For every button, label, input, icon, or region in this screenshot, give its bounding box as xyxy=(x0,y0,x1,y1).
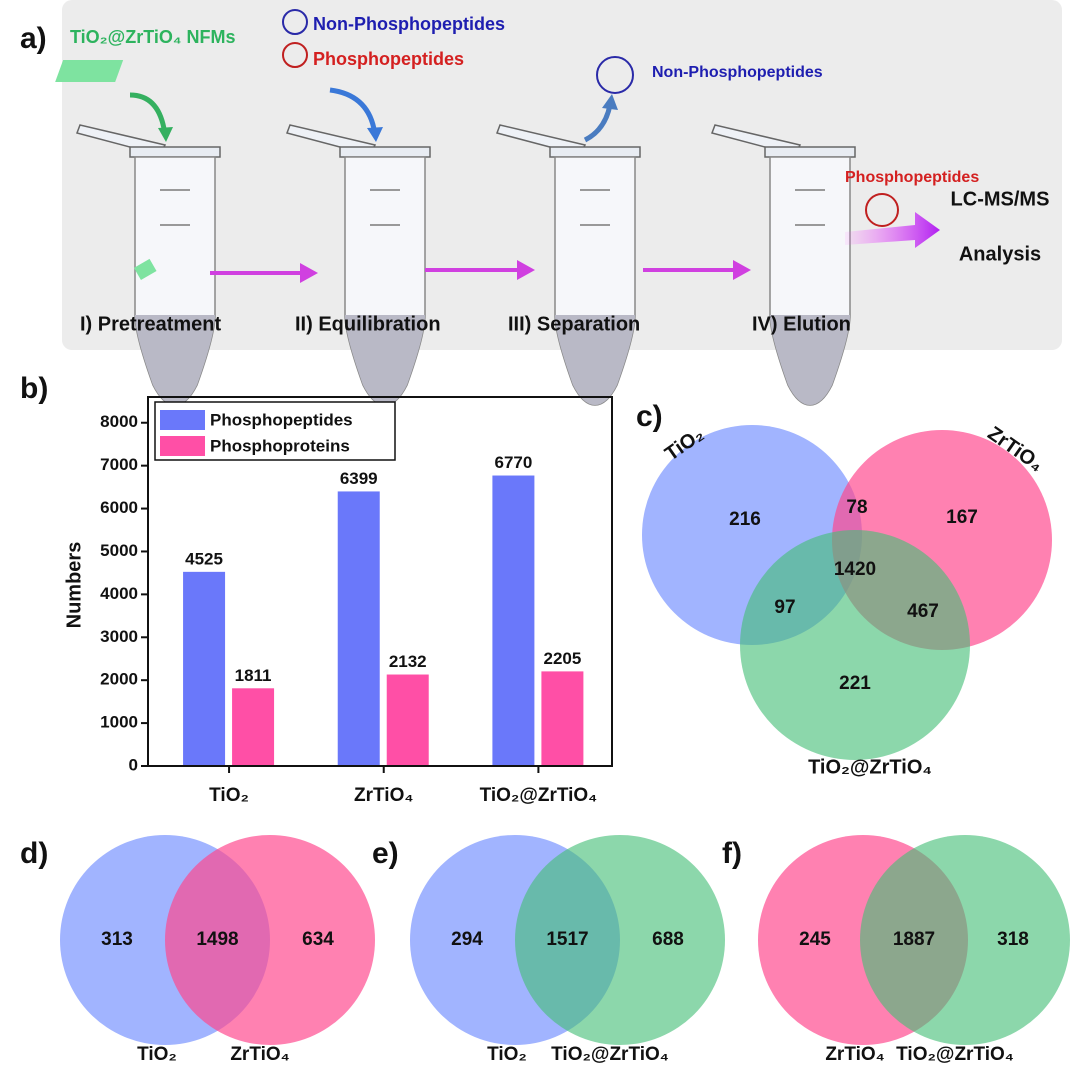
y-axis-label: Numbers xyxy=(63,542,85,629)
venn-count: 634 xyxy=(302,929,334,950)
y-tick-label: 7000 xyxy=(100,455,138,474)
venn-count: 78 xyxy=(846,497,867,518)
arrow xyxy=(845,212,940,248)
panel-label: e) xyxy=(372,837,399,870)
venn-circle xyxy=(165,835,375,1045)
venn-count: 167 xyxy=(946,507,978,528)
legend-label: Phosphopeptides xyxy=(210,410,353,429)
set-label: TiO₂@ZrTiO₄ xyxy=(808,756,932,778)
arrow xyxy=(583,104,613,143)
venn-count: 467 xyxy=(907,601,939,622)
material-label: TiO₂@ZrTiO₄ NFMs xyxy=(70,27,235,47)
y-tick-label: 6000 xyxy=(100,498,138,517)
peptide-icon xyxy=(282,42,308,68)
venn-count: 318 xyxy=(997,929,1029,950)
peptide-icon xyxy=(865,193,899,227)
step-label: I) Pretreatment xyxy=(80,313,221,335)
arrow xyxy=(300,263,318,283)
bar xyxy=(492,475,535,766)
set-label: ZrTiO₄ xyxy=(825,1044,884,1065)
peptide-icon xyxy=(282,9,308,35)
panel-label: c) xyxy=(636,400,663,433)
panel-label: f) xyxy=(722,837,742,870)
panel-label: d) xyxy=(20,837,48,870)
set-label: TiO₂ xyxy=(137,1044,177,1065)
venn-count: 216 xyxy=(729,509,761,530)
arrow xyxy=(367,127,383,142)
y-tick-label: 0 xyxy=(129,755,138,774)
step-label: III) Separation xyxy=(508,313,640,335)
bar xyxy=(337,491,380,766)
peptide-icon xyxy=(596,56,634,94)
output-label: Analysis xyxy=(959,243,1041,265)
x-tick-label: TiO₂ xyxy=(209,785,249,806)
legend-label: Phosphopeptides xyxy=(313,49,464,69)
arrow xyxy=(158,127,173,142)
venn-circle xyxy=(515,835,725,1045)
venn-count: 245 xyxy=(799,929,831,950)
y-tick-label: 4000 xyxy=(100,584,138,603)
membrane xyxy=(133,258,157,281)
legend-swatch xyxy=(160,436,205,456)
data-label: 2205 xyxy=(543,649,581,668)
x-tick-label: ZrTiO₄ xyxy=(354,785,413,806)
data-label: 2132 xyxy=(389,652,427,671)
venn-count: 97 xyxy=(774,597,795,618)
plot-frame xyxy=(147,396,613,767)
y-tick-label: 8000 xyxy=(100,412,138,431)
eluted-label: Phosphopeptides xyxy=(845,169,979,186)
step-arrows xyxy=(210,212,940,283)
x-tick-label: TiO₂@ZrTiO₄ xyxy=(480,785,598,806)
data-label: 4525 xyxy=(185,549,223,568)
y-tick-label: 1000 xyxy=(100,713,138,732)
bar xyxy=(232,688,275,766)
panel-label: b) xyxy=(20,372,48,405)
y-tick-label: 3000 xyxy=(100,627,138,646)
y-tick-label: 2000 xyxy=(100,670,138,689)
step-label: II) Equilibration xyxy=(295,313,441,335)
venn-count: 688 xyxy=(652,929,684,950)
data-label: 6770 xyxy=(494,453,532,472)
legend-label: Non-Phosphopeptides xyxy=(313,14,505,34)
arrow xyxy=(517,260,535,280)
venn-count: 1420 xyxy=(834,559,876,580)
venn-count: 294 xyxy=(451,929,483,950)
membrane xyxy=(55,60,124,82)
venn-count: 221 xyxy=(839,673,871,694)
set-label: TiO₂ xyxy=(487,1044,527,1065)
bar xyxy=(541,671,584,766)
bar xyxy=(386,674,429,766)
set-label: TiO₂@ZrTiO₄ xyxy=(896,1044,1014,1065)
venn-circle xyxy=(860,835,1070,1045)
venn-count: 1517 xyxy=(546,929,588,950)
step-label: IV) Elution xyxy=(752,313,851,335)
legend-label: Phosphoproteins xyxy=(210,436,350,455)
bar xyxy=(183,571,226,766)
set-label: ZrTiO₄ xyxy=(230,1044,289,1065)
data-label: 1811 xyxy=(235,666,272,685)
venn-count: 1498 xyxy=(196,929,238,950)
output-label: LC-MS/MS xyxy=(951,188,1050,210)
panel-label: a) xyxy=(20,22,47,55)
venn-count: 1887 xyxy=(893,929,935,950)
venn-circle xyxy=(740,530,970,760)
y-tick-label: 5000 xyxy=(100,541,138,560)
data-label: 6399 xyxy=(340,469,378,488)
venn-count: 313 xyxy=(101,929,133,950)
legend-swatch xyxy=(160,410,205,430)
set-label: TiO₂@ZrTiO₄ xyxy=(551,1044,669,1065)
arrow xyxy=(733,260,751,280)
released-label: Non-Phosphopeptides xyxy=(652,64,823,81)
arrow xyxy=(602,94,618,110)
